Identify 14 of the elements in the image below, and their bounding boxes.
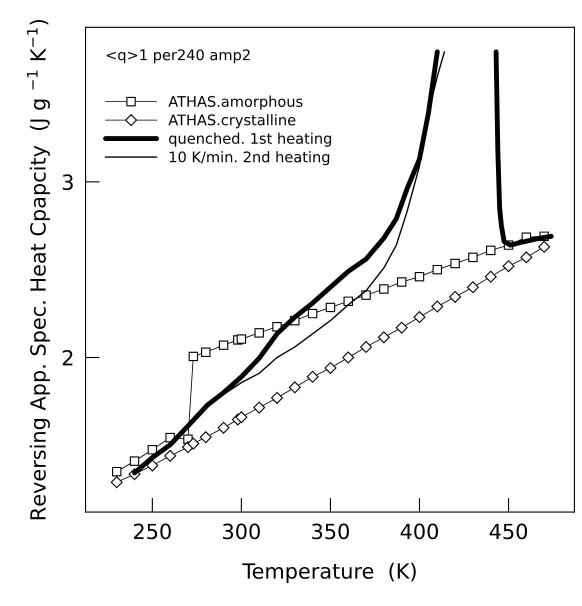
x-tick-label: 250 (134, 524, 171, 540)
x-axis-title: Temperature (K) (242, 562, 416, 583)
y-tick-label: 3 (62, 174, 73, 190)
x-tick-label: 450 (490, 524, 528, 540)
x-tick-label: 300 (223, 524, 260, 540)
legend-label: ATHAS.amorphous (168, 96, 302, 110)
legend-label: quenched. 1st heating (169, 132, 332, 147)
legend-label: 10 K/min. 2nd heating (170, 151, 330, 166)
x-tick-label: 400 (400, 524, 438, 540)
annotation: <q>1 per240 amp2 (106, 49, 250, 64)
y-tick-label: 2 (62, 350, 72, 366)
y-axis-title: Reversing App. Spec. Heat Cpapcity (J g $^{−1}$ K$^{−1}$) (26, 20, 50, 520)
x-tick-label: 350 (312, 524, 349, 540)
legend-label: ATHAS.crystalline (168, 114, 296, 128)
